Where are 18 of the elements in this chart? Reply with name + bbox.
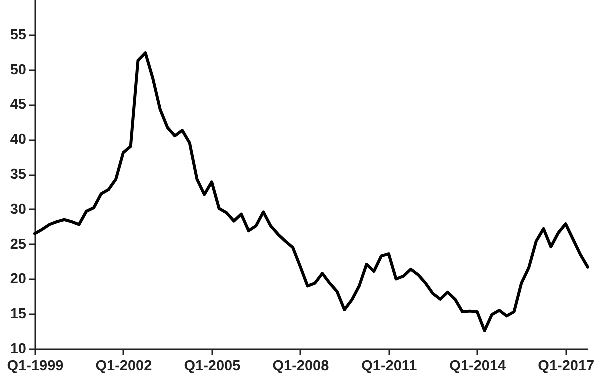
y-tick-label: 45 xyxy=(10,97,26,114)
y-tick-label: 55 xyxy=(10,27,26,44)
x-tick-label: Q1-2008 xyxy=(272,358,330,374)
x-tick-label: Q1-2014 xyxy=(450,358,506,374)
y-tick-label: 40 xyxy=(10,132,26,148)
x-tick-label: Q1-2005 xyxy=(184,358,241,374)
y-tick-label: 10 xyxy=(10,342,26,358)
x-tick-label: Q1-2002 xyxy=(96,358,152,374)
x-tick-label: Q1-2011 xyxy=(362,358,418,374)
y-tick-label: 15 xyxy=(10,306,26,323)
y-tick-label: 25 xyxy=(10,236,26,253)
y-tick-label: 20 xyxy=(10,272,26,288)
y-tick-label: 50 xyxy=(10,62,26,78)
y-tick-label: 30 xyxy=(10,202,26,218)
line-series xyxy=(34,52,590,332)
x-tick-label: Q1-2017 xyxy=(538,358,595,374)
y-tick-label: 35 xyxy=(10,167,26,183)
x-tick-label: Q1-1999 xyxy=(7,358,64,374)
